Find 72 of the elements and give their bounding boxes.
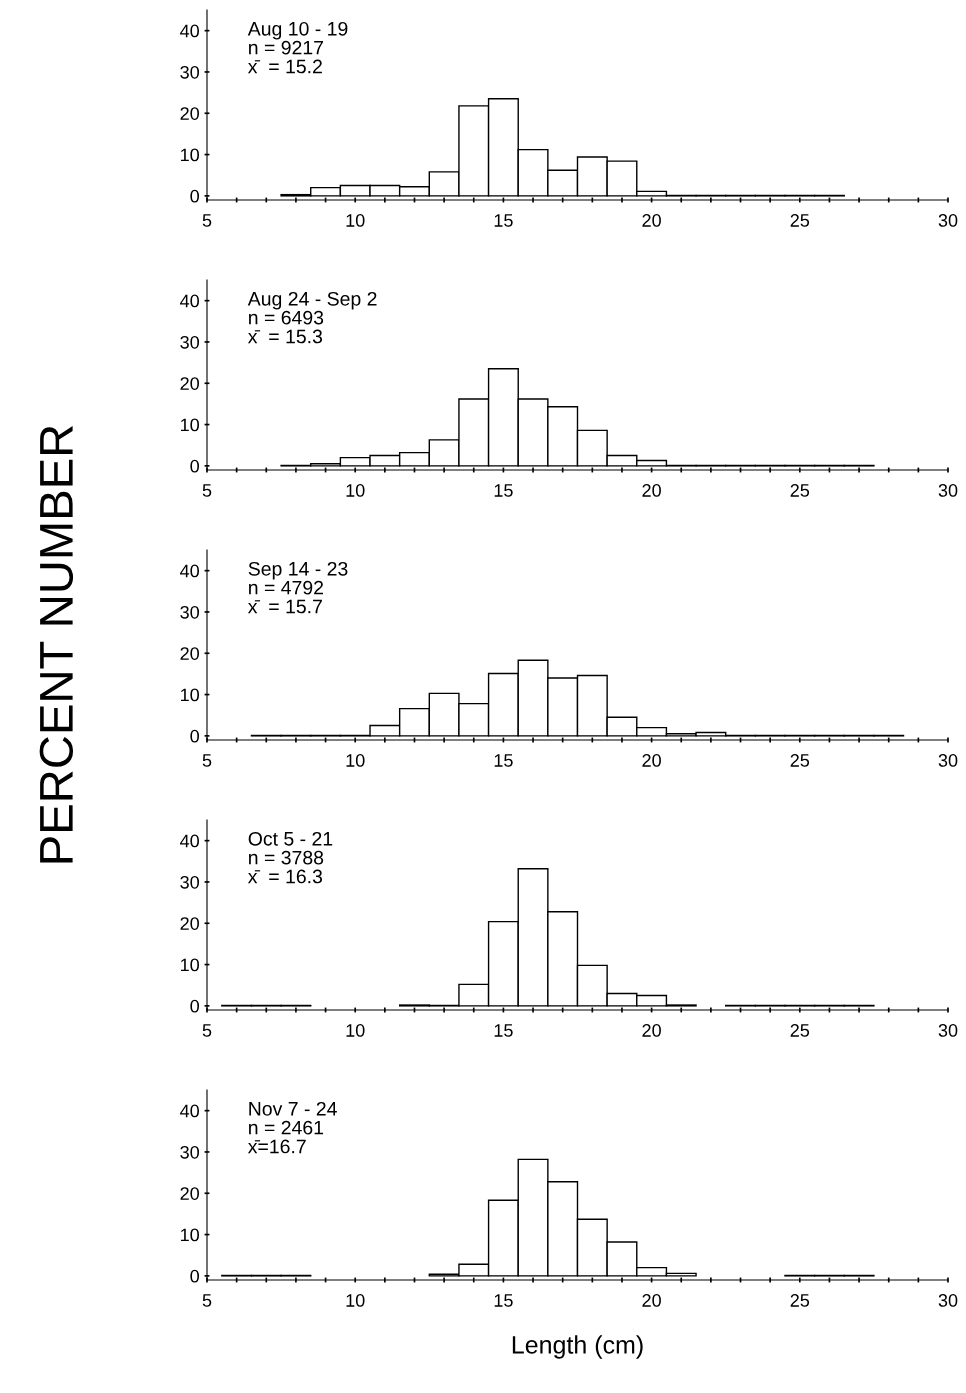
- y-tick-label: 20: [180, 107, 199, 120]
- x-tick-label: 30: [938, 754, 958, 767]
- y-tick-label: 0: [190, 729, 199, 743]
- y-tick-label: 40: [180, 1104, 199, 1118]
- y-tick-label: 20: [180, 1187, 199, 1200]
- y-tick-label: 40: [180, 564, 199, 578]
- x-tick-label: 15: [494, 214, 513, 227]
- x-tick-label: 10: [346, 214, 365, 227]
- y-tick-label: 0: [190, 189, 199, 203]
- x-tick-label: 5: [202, 214, 212, 227]
- x-tick-label: 25: [790, 754, 810, 767]
- x-tick-label: 15: [494, 1294, 513, 1307]
- x-tick-label: 20: [642, 484, 661, 497]
- y-tick-label: 10: [181, 1228, 199, 1242]
- y-tick-label: 20: [180, 917, 199, 930]
- annotation: x̄ = 15.7: [247, 599, 322, 614]
- annotation: n = 9217: [249, 40, 324, 55]
- annotation: Sep 14 - 23: [248, 561, 348, 580]
- annotation: x̄=16.7: [247, 1139, 306, 1154]
- annotation: x̄ = 15.3: [247, 329, 323, 344]
- y-tick-label: 10: [181, 148, 199, 162]
- y-tick-label: 30: [180, 65, 199, 79]
- x-tick-label: 20: [642, 214, 661, 227]
- y-tick-label: 40: [180, 834, 199, 848]
- annotation: Aug 24 - Sep 2: [247, 291, 377, 310]
- x-tick-label: 30: [938, 1294, 958, 1307]
- annotation: Aug 10 - 19: [247, 21, 348, 40]
- x-tick-label: 5: [202, 1294, 212, 1307]
- y-tick-label: 30: [180, 605, 199, 619]
- y-tick-label: 0: [190, 459, 199, 473]
- x-tick-label: 10: [346, 1024, 365, 1037]
- annotation: n = 6493: [249, 310, 324, 325]
- x-tick-label: 10: [346, 1294, 365, 1307]
- x-axis-title: Length (cm): [512, 1335, 643, 1359]
- x-tick-label: 25: [790, 214, 810, 227]
- y-tick-label: 20: [180, 377, 199, 390]
- annotation: Nov 7 - 24: [249, 1101, 337, 1116]
- y-tick-label: 0: [190, 1269, 199, 1283]
- y-axis-title: PERCENT NUMBER: [39, 425, 74, 863]
- x-tick-label: 10: [346, 754, 365, 767]
- x-tick-label: 15: [494, 1024, 513, 1037]
- x-tick-label: 20: [642, 1024, 661, 1037]
- annotation: n = 2461: [249, 1120, 324, 1135]
- y-tick-label: 30: [180, 875, 199, 889]
- y-tick-label: 40: [180, 24, 199, 38]
- annotation: x̄ = 15.2: [247, 59, 322, 74]
- y-tick-label: 20: [180, 647, 199, 660]
- x-tick-label: 10: [346, 484, 365, 497]
- x-tick-label: 15: [494, 754, 513, 767]
- x-tick-label: 5: [202, 754, 212, 767]
- x-tick-label: 25: [790, 1024, 810, 1037]
- y-tick-label: 10: [181, 958, 199, 972]
- x-tick-label: 30: [938, 1024, 958, 1037]
- y-tick-label: 0: [190, 999, 199, 1013]
- x-tick-label: 15: [494, 484, 513, 497]
- x-tick-label: 25: [790, 1294, 810, 1307]
- x-tick-label: 30: [938, 484, 958, 497]
- x-tick-label: 5: [202, 1024, 212, 1037]
- y-tick-label: 30: [180, 1145, 199, 1159]
- y-tick-label: 40: [180, 294, 199, 308]
- annotation: Oct 5 - 21: [248, 831, 333, 846]
- y-tick-label: 30: [180, 335, 199, 349]
- x-tick-label: 30: [938, 214, 958, 227]
- y-tick-label: 10: [181, 418, 199, 432]
- x-tick-label: 5: [202, 484, 212, 497]
- annotation: n = 4792: [249, 580, 324, 595]
- annotation: n = 3788: [249, 850, 324, 865]
- annotation: x̄ = 16.3: [247, 869, 323, 884]
- x-tick-label: 20: [642, 754, 661, 767]
- x-tick-label: 20: [642, 1294, 661, 1307]
- y-tick-label: 10: [181, 688, 199, 702]
- x-tick-label: 25: [790, 484, 810, 497]
